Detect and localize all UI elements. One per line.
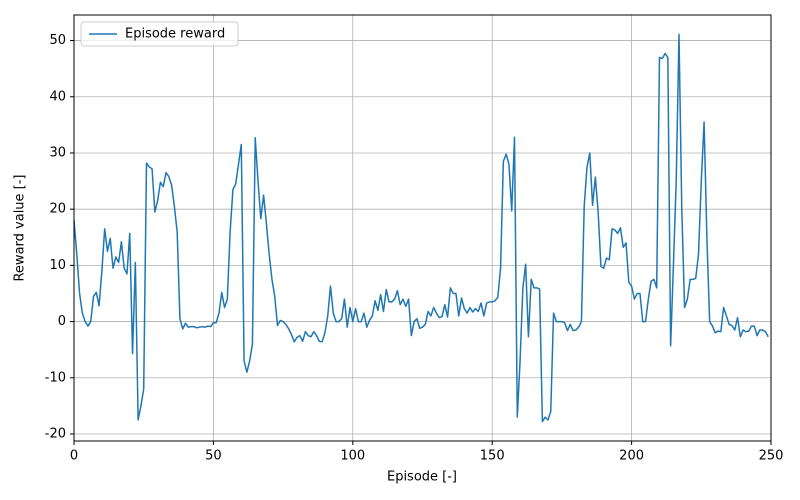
x-tick-label: 100	[340, 449, 365, 464]
x-axis-label: Episode [-]	[387, 470, 457, 485]
y-tick-label: -10	[45, 370, 66, 385]
axes-frame	[73, 14, 772, 442]
x-tick-label: 200	[619, 449, 644, 464]
y-tick-label: -20	[45, 426, 66, 441]
plot-area	[73, 33, 769, 423]
legend: Episode reward	[80, 21, 239, 47]
y-tick-label: 10	[49, 258, 66, 273]
legend-box	[80, 21, 239, 47]
x-tick-label: 0	[70, 449, 78, 464]
y-axis-label: Reward value [-]	[13, 174, 28, 281]
y-tick-label: 20	[49, 202, 66, 217]
y-tick-label: 40	[49, 89, 66, 104]
y-tick-label: 30	[49, 145, 66, 160]
legend-label: Episode reward	[125, 27, 225, 42]
x-tick-label: 150	[480, 449, 505, 464]
grid	[73, 15, 772, 441]
y-tick-label: 50	[49, 33, 66, 48]
y-tick-label: 0	[58, 314, 66, 329]
x-tick-label: 250	[759, 449, 784, 464]
x-tick-label: 50	[205, 449, 222, 464]
line-series	[73, 33, 769, 423]
